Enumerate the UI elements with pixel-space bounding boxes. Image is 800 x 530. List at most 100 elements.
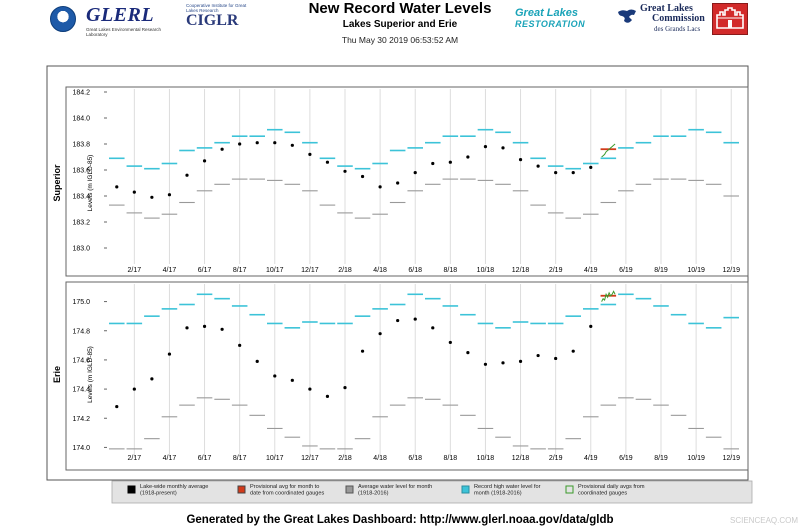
legend-box	[111, 480, 753, 504]
panel-erie-x-tick-label: 4/17	[163, 455, 177, 462]
legend-label-line: Provisional daily avgs from	[578, 484, 645, 490]
castle-icon	[716, 7, 744, 29]
legend-label-record: Record high water level for month (1918-2…	[474, 484, 541, 497]
legend-swatch-average	[345, 485, 354, 494]
panel-erie-x-tick-label: 12/18	[512, 455, 530, 462]
panel-erie-x-tick-label: 2/17	[128, 455, 142, 462]
panel-erie-monthly-point	[150, 377, 154, 381]
legend-swatch-provisional-avg	[237, 485, 246, 494]
legend-label-line: Provisional avg for month to	[250, 484, 319, 490]
legend-label-provisional-avg: Provisional avg for month to date from co…	[250, 484, 325, 497]
panel-erie-x-tick-label: 4/18	[373, 455, 387, 462]
panel-erie-monthly-point	[571, 349, 575, 353]
panel-erie-provisional-daily-line	[601, 290, 616, 302]
panel-superior-frame	[65, 86, 749, 277]
panel-erie-monthly-point	[255, 359, 259, 363]
panel-erie-monthly-point	[360, 349, 365, 353]
panel-superior-y-tick-label: 183.0	[72, 246, 90, 253]
panel-superior-y-axis-label: Levels (m IGLD-85)	[87, 155, 94, 212]
panel-erie-monthly-point	[220, 327, 224, 331]
panel-superior-x-tick-label: 12/19	[722, 267, 740, 274]
panel-superior-label: Superior	[52, 164, 62, 202]
panel-superior-monthly-point	[448, 160, 452, 164]
panel-superior-monthly-point	[431, 161, 435, 166]
panel-erie-monthly-point	[518, 359, 523, 363]
panel-superior-x-tick-label: 10/18	[477, 267, 495, 274]
legend-label-provisional-daily: Provisional daily avgs from coordinated g…	[578, 484, 645, 497]
legend-label-line: (1918-present)	[140, 491, 177, 497]
glr-logo-line1: Great Lakes	[515, 7, 578, 19]
glc-lakes-icon	[618, 9, 636, 23]
panel-erie-x-tick-label: 2/18	[338, 455, 352, 462]
panel-superior-monthly-point	[589, 165, 593, 169]
ciglr-logo-subtitle: Cooperative Institute for Great Lakes Re…	[186, 3, 247, 13]
panel-superior-monthly-point	[483, 145, 488, 149]
glc-logo-line3: des Grands Lacs	[654, 25, 701, 33]
header: GLERL Great Lakes Environmental Research…	[0, 0, 800, 62]
legend-swatch-record	[461, 485, 470, 494]
panel-erie-monthly-point	[483, 362, 488, 366]
glerl-logo[interactable]: GLERL	[86, 4, 155, 26]
panel-superior-monthly-point	[238, 142, 242, 146]
panel-erie-monthly-point	[466, 351, 470, 355]
legend-label-line: month (1918-2016)	[474, 491, 522, 497]
panel-erie-y-tick-label: 174.4	[72, 387, 90, 394]
panel-superior-monthly-point	[115, 185, 119, 189]
panel-superior-monthly-point	[466, 155, 470, 159]
panel-superior-monthly-point	[554, 171, 558, 175]
panel-erie-x-tick-label: 6/18	[408, 455, 422, 462]
panel-superior-y-tick-label: 184.2	[72, 90, 90, 97]
panel-erie-y-tick-label: 174.0	[72, 445, 90, 452]
panel-superior-x-tick-label: 2/18	[338, 267, 352, 274]
panel-erie-x-tick-label: 8/17	[233, 455, 247, 462]
panel-superior-x-tick-label: 10/19	[687, 267, 705, 274]
panel-erie-x-tick-label: 10/17	[266, 455, 284, 462]
panel-erie-monthly-point	[413, 317, 417, 321]
panel-erie-monthly-point	[554, 356, 558, 361]
glr-logo[interactable]: Great Lakes RESTORATION	[515, 8, 585, 30]
panel-erie-monthly-point	[132, 387, 136, 391]
glc-logo-line2: Commission	[652, 13, 705, 24]
panel-erie-monthly-point	[325, 394, 330, 398]
panel-erie-y-tick-label: 175.0	[72, 299, 90, 306]
panel-superior-monthly-point	[308, 152, 312, 156]
panel-superior-x-tick-label: 12/17	[301, 267, 319, 274]
panel-superior-monthly-point	[536, 164, 540, 168]
panel-erie-x-tick-label: 10/19	[687, 455, 705, 462]
legend-label-line: (1918-2016)	[358, 491, 389, 497]
glr-logo-line2: RESTORATION	[515, 19, 586, 29]
panel-superior-x-tick-label: 4/18	[373, 267, 387, 274]
panel-superior-x-tick-label: 8/17	[233, 267, 247, 274]
panel-erie-x-tick-label: 10/18	[477, 455, 495, 462]
panel-superior-y-tick-label: 183.2	[72, 220, 90, 227]
panel-superior-x-tick-label: 6/17	[198, 267, 212, 274]
panel-superior-monthly-point	[290, 143, 294, 147]
panel-superior-monthly-point	[396, 181, 400, 185]
panel-superior-provisional-daily-line	[601, 143, 616, 158]
glc-logo[interactable]: Great Lakes Commission des Grands Lacs	[640, 4, 705, 34]
usace-castle-logo[interactable]	[712, 3, 748, 35]
panel-superior-monthly-point	[273, 141, 277, 145]
panel-superior-x-tick-label: 12/18	[512, 267, 530, 274]
panel-superior-x-tick-label: 2/19	[549, 267, 563, 274]
noaa-logo[interactable]	[50, 6, 76, 32]
panel-erie-y-tick-label: 174.2	[72, 416, 90, 423]
panel-superior-monthly-point	[150, 195, 154, 199]
panel-superior-y-tick-label: 183.8	[72, 142, 90, 149]
panel-superior-x-tick-label: 4/17	[163, 267, 177, 274]
panel-superior-y-tick-label: 183.4	[72, 194, 90, 201]
ciglr-logo[interactable]: CIGLR	[186, 12, 239, 29]
panel-superior-x-tick-label: 10/17	[266, 267, 284, 274]
panel-erie-monthly-point	[378, 332, 382, 336]
footer-credit: Generated by the Great Lakes Dashboard: …	[186, 514, 614, 526]
panel-superior-monthly-point	[132, 190, 136, 194]
panel-superior-monthly-point	[501, 146, 505, 150]
panel-superior-x-tick-label: 4/19	[584, 267, 598, 274]
panel-superior-y-tick-label: 183.6	[72, 168, 90, 175]
panel-erie-monthly-point	[308, 387, 312, 391]
legend-label-line: coordinated gauges	[578, 491, 627, 497]
panel-superior-monthly-point	[413, 171, 417, 175]
panel-erie-x-tick-label: 6/17	[198, 455, 212, 462]
panel-erie-monthly-point	[431, 326, 435, 330]
panel-erie-y-axis-label: Levels (m IGLD-85)	[87, 346, 94, 403]
